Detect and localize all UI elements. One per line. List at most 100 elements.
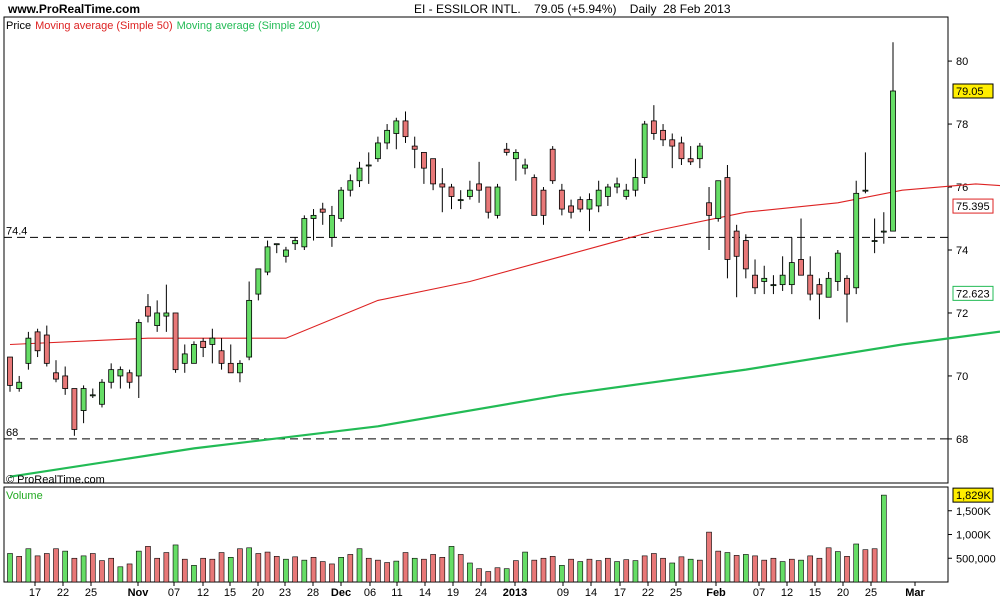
- candle[interactable]: [577, 196, 584, 213]
- candle[interactable]: [71, 388, 78, 436]
- candle[interactable]: [798, 218, 804, 276]
- candle[interactable]: [761, 265, 768, 295]
- candle[interactable]: [604, 183, 611, 206]
- candle[interactable]: [218, 338, 225, 370]
- candle[interactable]: [117, 366, 124, 389]
- candle[interactable]: [430, 158, 437, 191]
- candle[interactable]: [494, 183, 501, 219]
- candle[interactable]: [448, 183, 455, 210]
- candle[interactable]: [384, 124, 391, 150]
- candle[interactable]: [135, 319, 142, 398]
- candle[interactable]: [411, 136, 418, 169]
- candle[interactable]: [807, 256, 814, 301]
- candle[interactable]: [273, 243, 280, 254]
- candle[interactable]: [181, 344, 188, 373]
- candle[interactable]: [715, 180, 722, 222]
- candle[interactable]: [99, 379, 105, 408]
- candle[interactable]: [623, 183, 630, 200]
- candle[interactable]: [62, 366, 69, 395]
- candle[interactable]: [890, 42, 896, 232]
- candle[interactable]: [126, 369, 133, 389]
- candle[interactable]: [678, 136, 685, 165]
- candle[interactable]: [457, 190, 464, 210]
- candle[interactable]: [476, 161, 482, 203]
- candle[interactable]: [687, 146, 694, 165]
- candle[interactable]: [650, 105, 657, 140]
- candle[interactable]: [696, 142, 703, 169]
- candle[interactable]: [568, 199, 574, 219]
- candle[interactable]: [329, 205, 335, 247]
- candle[interactable]: [191, 341, 197, 364]
- candle[interactable]: [264, 240, 271, 276]
- candle[interactable]: [706, 187, 712, 250]
- candle[interactable]: [503, 142, 510, 156]
- candle[interactable]: [466, 180, 473, 200]
- candle[interactable]: [200, 338, 207, 358]
- candle[interactable]: [255, 268, 262, 301]
- candle[interactable]: [43, 325, 50, 367]
- candle[interactable]: [733, 224, 740, 298]
- candle[interactable]: [586, 193, 593, 232]
- candle[interactable]: [770, 275, 777, 295]
- candle[interactable]: [742, 234, 749, 279]
- candle[interactable]: [393, 117, 400, 150]
- candle[interactable]: [512, 149, 519, 181]
- candle[interactable]: [154, 300, 161, 332]
- candle[interactable]: [172, 312, 179, 373]
- candle[interactable]: [871, 218, 878, 254]
- candle[interactable]: [522, 158, 528, 175]
- candle[interactable]: [338, 187, 345, 222]
- candle[interactable]: [246, 281, 253, 361]
- candle[interactable]: [724, 164, 731, 279]
- candle[interactable]: [862, 152, 869, 194]
- candle[interactable]: [347, 174, 354, 197]
- candle[interactable]: [209, 328, 216, 364]
- candle[interactable]: [283, 246, 289, 263]
- candle[interactable]: [660, 124, 666, 147]
- candle[interactable]: [816, 278, 823, 320]
- candle[interactable]: [595, 180, 602, 213]
- candle[interactable]: [25, 331, 32, 370]
- candle[interactable]: [752, 259, 758, 295]
- candle[interactable]: [485, 186, 492, 219]
- candle[interactable]: [53, 360, 59, 383]
- candle[interactable]: [549, 146, 556, 184]
- candle[interactable]: [779, 256, 786, 291]
- candle[interactable]: [237, 360, 243, 383]
- candle[interactable]: [375, 136, 381, 162]
- candle[interactable]: [163, 284, 170, 332]
- candle[interactable]: [365, 152, 372, 184]
- candle[interactable]: [834, 250, 841, 291]
- candle[interactable]: [145, 294, 151, 323]
- candle[interactable]: [880, 212, 887, 244]
- candle[interactable]: [402, 111, 409, 143]
- candle[interactable]: [227, 344, 234, 374]
- candle[interactable]: [16, 375, 23, 392]
- reference-line-label: 74.4: [6, 225, 27, 237]
- candle[interactable]: [7, 356, 13, 392]
- candle[interactable]: [80, 385, 87, 424]
- candle[interactable]: [641, 120, 648, 184]
- candle[interactable]: [844, 275, 850, 323]
- candle[interactable]: [669, 133, 676, 169]
- candle[interactable]: [439, 168, 446, 213]
- candle[interactable]: [558, 183, 565, 216]
- candle[interactable]: [301, 215, 308, 250]
- candle[interactable]: [108, 363, 115, 389]
- candle[interactable]: [853, 180, 860, 295]
- candle[interactable]: [788, 237, 795, 295]
- candle-body: [604, 186, 611, 197]
- candle[interactable]: [356, 161, 363, 188]
- candle[interactable]: [292, 237, 299, 250]
- candle[interactable]: [421, 151, 427, 184]
- candle[interactable]: [310, 209, 317, 241]
- candle[interactable]: [34, 328, 41, 358]
- candle[interactable]: [632, 158, 639, 197]
- candle[interactable]: [319, 202, 326, 225]
- candle[interactable]: [825, 272, 832, 298]
- candle[interactable]: [531, 174, 538, 216]
- candle[interactable]: [89, 388, 96, 398]
- candle[interactable]: [540, 187, 547, 225]
- candle[interactable]: [614, 177, 620, 194]
